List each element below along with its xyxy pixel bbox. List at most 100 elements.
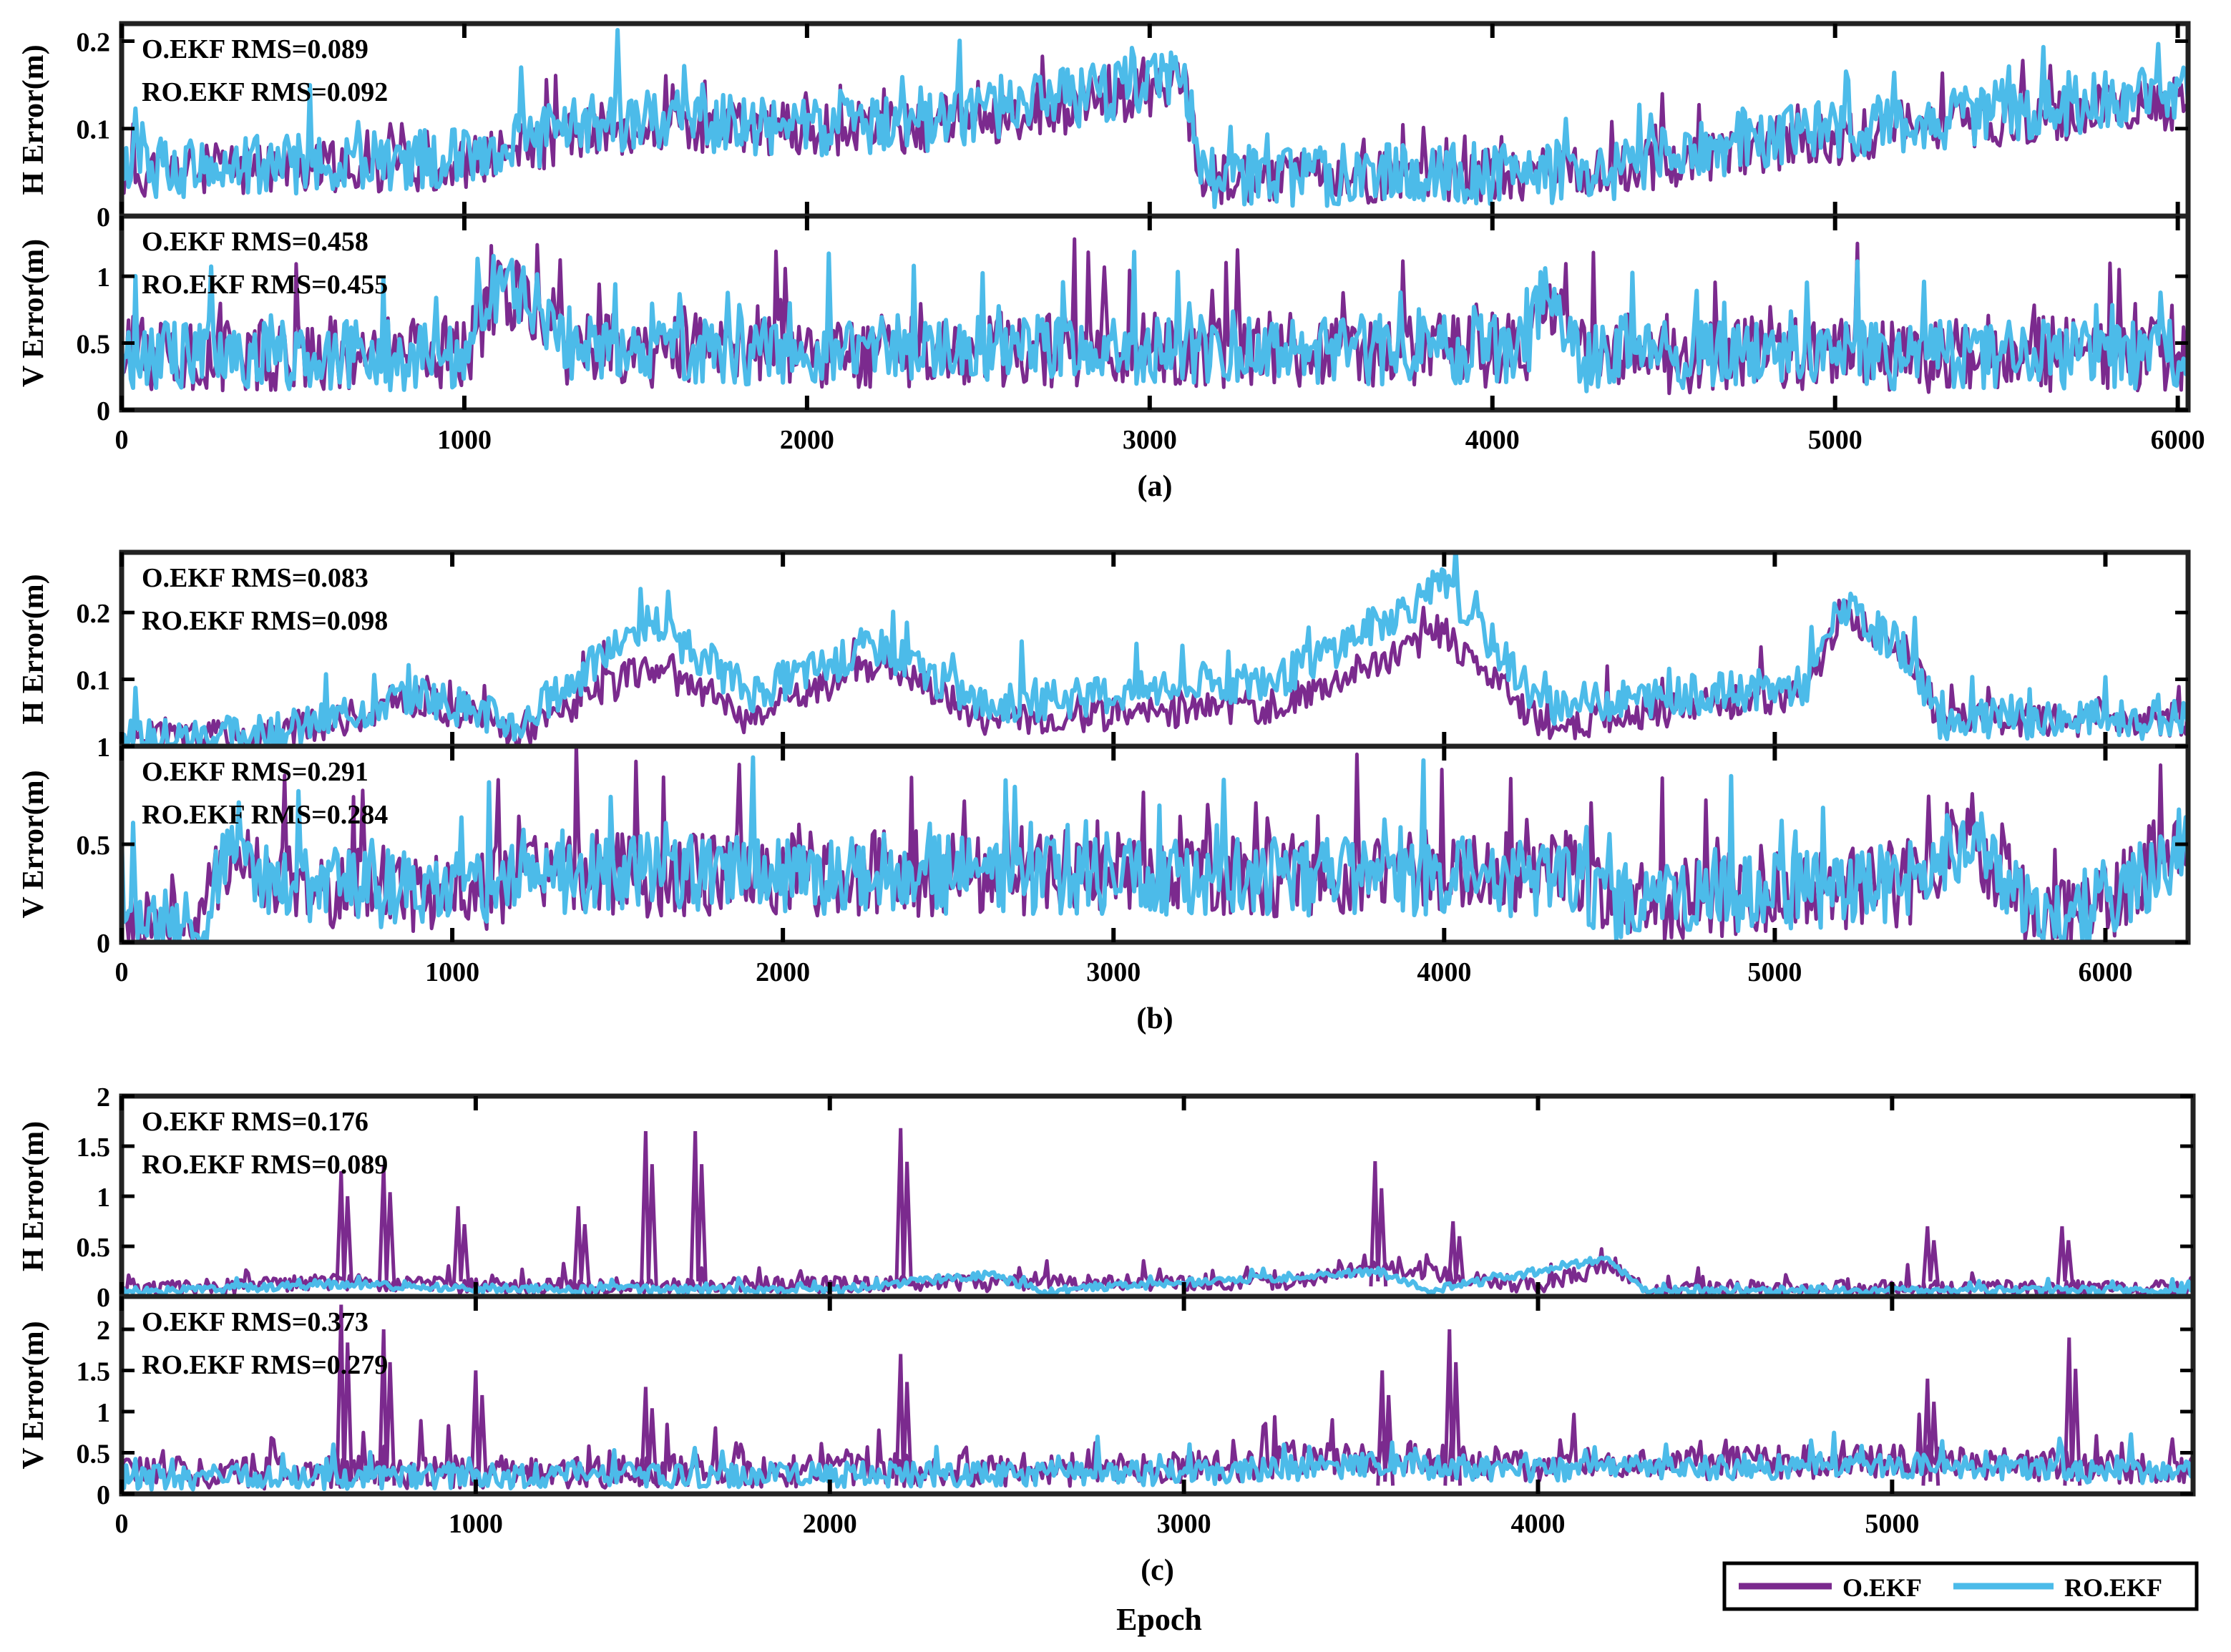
x-tick-label: 1000 [449, 1509, 503, 1539]
legend-label-ro-ekf: RO.EKF [2064, 1573, 2162, 1602]
series-o-ekf-spike [2056, 1226, 2075, 1287]
subplot-c-v: 0 0.5 1 1.5 2 0 1000 2000 3000 4000 5000 V Error(m)… [17, 1294, 2196, 1587]
x-tick-label: 3000 [1086, 957, 1141, 987]
series-ro-ekf [122, 250, 2188, 394]
legend-label-o-ekf: O.EKF [1842, 1573, 1922, 1602]
axes-frame [119, 213, 2191, 413]
series-o-ekf-spike [335, 1170, 354, 1287]
y-axis-label: V Error(m) [17, 1321, 50, 1469]
subplot-a-h: 0 0.1 0.2 H Error(m) O.EKF RMS=0.089 RO.EKF R… [17, 21, 2191, 233]
series-o-ekf-spike [469, 1370, 489, 1486]
y-tick-label: 0.5 [77, 1233, 111, 1263]
panel-caption: (c) [1141, 1554, 1174, 1587]
y-tick-label: 0.1 [77, 666, 111, 696]
x-axis-label: Epoch [1116, 1602, 1202, 1637]
y-tick-label: 1 [97, 733, 110, 763]
y-tick-label: 2 [97, 1316, 110, 1346]
x-tick-label: 1000 [437, 425, 492, 455]
series-o-ekf-spike [1921, 1378, 1940, 1486]
subplot-a-v: 0 0.5 1 0 1000 2000 3000 4000 5000 6000 V Error(m)… [17, 213, 2205, 503]
x-tick-label: 2000 [780, 425, 834, 455]
series-o-ekf-spike [2063, 1337, 2082, 1486]
y-tick-label: 0 [97, 202, 110, 233]
x-tick-label: 5000 [1808, 425, 1863, 455]
y-tick-label: 0.2 [77, 599, 111, 629]
y-tick-label: 1 [97, 263, 110, 293]
y-tick-label: 0 [97, 396, 110, 426]
subplot-b-h: 0.1 0.2 1 H Error(m) O.EKF RMS=0.083 RO.EKF R… [17, 549, 2191, 763]
series-o-ekf-spike [572, 1206, 591, 1287]
x-tick-label: 3000 [1157, 1509, 1211, 1539]
rms-annotation: RO.EKF RMS=0.098 [142, 606, 388, 636]
x-tick-label: 5000 [1865, 1509, 1919, 1539]
panel-caption: (a) [1138, 470, 1173, 503]
y-axis-label: V Error(m) [17, 770, 50, 918]
rms-annotation: RO.EKF RMS=0.092 [142, 77, 388, 107]
y-tick-label: 0.2 [77, 27, 111, 57]
series-o-ekf [122, 746, 2188, 942]
y-tick-label: 0.5 [77, 831, 111, 861]
y-axis-label: H Error(m) [17, 44, 50, 195]
series-o-ekf-spike [894, 1128, 914, 1287]
x-tick-label: 3000 [1123, 425, 1177, 455]
rms-annotation: O.EKF RMS=0.458 [142, 227, 368, 257]
y-axis-label: H Error(m) [17, 1121, 50, 1271]
x-tick-label: 2000 [803, 1509, 857, 1539]
series-o-ekf-spike [689, 1130, 708, 1287]
series-o-ekf-spike [451, 1206, 471, 1287]
series-ro-ekf [122, 28, 2188, 210]
axes-frame [119, 1294, 2196, 1497]
y-tick-label: 0.1 [77, 115, 111, 145]
y-tick-label: 1 [97, 1183, 110, 1213]
rms-annotation: RO.EKF RMS=0.455 [142, 270, 388, 300]
rms-annotation: O.EKF RMS=0.089 [142, 34, 368, 64]
series-o-ekf-spike [377, 1165, 396, 1287]
axes-frame [119, 1093, 2196, 1299]
series-o-ekf-spike [639, 1130, 658, 1287]
rms-annotation: O.EKF RMS=0.083 [142, 563, 368, 593]
series-o-ekf-spike [377, 1329, 396, 1486]
y-axis-label: V Error(m) [17, 239, 50, 387]
series-ro-ekf [122, 755, 2188, 942]
y-tick-label: 0 [97, 1283, 110, 1313]
series-o-ekf-spike [1369, 1160, 1388, 1287]
y-tick-label: 1.5 [77, 1357, 111, 1387]
series-ro-ekf [122, 1430, 2193, 1492]
subplot-b-v: 0 0.5 1 0 1000 2000 3000 4000 5000 6000 V Error(m)… [17, 733, 2191, 1035]
x-tick-label: 6000 [2078, 957, 2132, 987]
panel-caption: (b) [1136, 1002, 1173, 1035]
series-ro-ekf [122, 1255, 2193, 1296]
series-o-ekf-spike [1376, 1370, 1395, 1486]
x-tick-label: 5000 [1747, 957, 1802, 987]
y-tick-label: 0 [97, 1480, 110, 1510]
rms-annotation: RO.EKF RMS=0.284 [142, 800, 388, 830]
y-tick-label: 0 [97, 929, 110, 959]
y-tick-label: 2 [97, 1082, 110, 1113]
series-ro-ekf [122, 552, 2188, 746]
rms-annotation: O.EKF RMS=0.373 [142, 1307, 368, 1337]
x-tick-label: 2000 [756, 957, 810, 987]
rms-annotation: RO.EKF RMS=0.089 [142, 1150, 388, 1180]
legend: O.EKF RO.EKF [1722, 1561, 2199, 1611]
x-tick-label: 0 [115, 1509, 129, 1539]
x-tick-label: 4000 [1465, 425, 1520, 455]
y-axis-label: H Error(m) [17, 574, 50, 724]
x-tick-label: 4000 [1510, 1509, 1565, 1539]
x-tick-label: 6000 [2151, 425, 2205, 455]
series-o-ekf-spike [1443, 1329, 1463, 1486]
x-tick-label: 1000 [425, 957, 479, 987]
y-tick-label: 1.5 [77, 1133, 111, 1163]
x-tick-label: 0 [115, 425, 129, 455]
series-o-ekf-spike [1447, 1221, 1466, 1287]
x-tick-label: 0 [115, 957, 129, 987]
y-tick-label: 1 [97, 1398, 110, 1428]
subplot-c-h: 0 0.5 1 1.5 2 H Error(m) O.EKF RMS=0.176 RO.EKF… [17, 1082, 2196, 1313]
rms-annotation: O.EKF RMS=0.176 [142, 1107, 368, 1137]
series-o-ekf-spike [1921, 1226, 1940, 1287]
y-tick-label: 1 [97, 733, 110, 763]
rms-annotation: O.EKF RMS=0.291 [142, 757, 368, 787]
y-tick-label: 0.5 [77, 1440, 111, 1470]
x-tick-label: 4000 [1417, 957, 1471, 987]
rms-annotation: RO.EKF RMS=0.279 [142, 1350, 388, 1380]
